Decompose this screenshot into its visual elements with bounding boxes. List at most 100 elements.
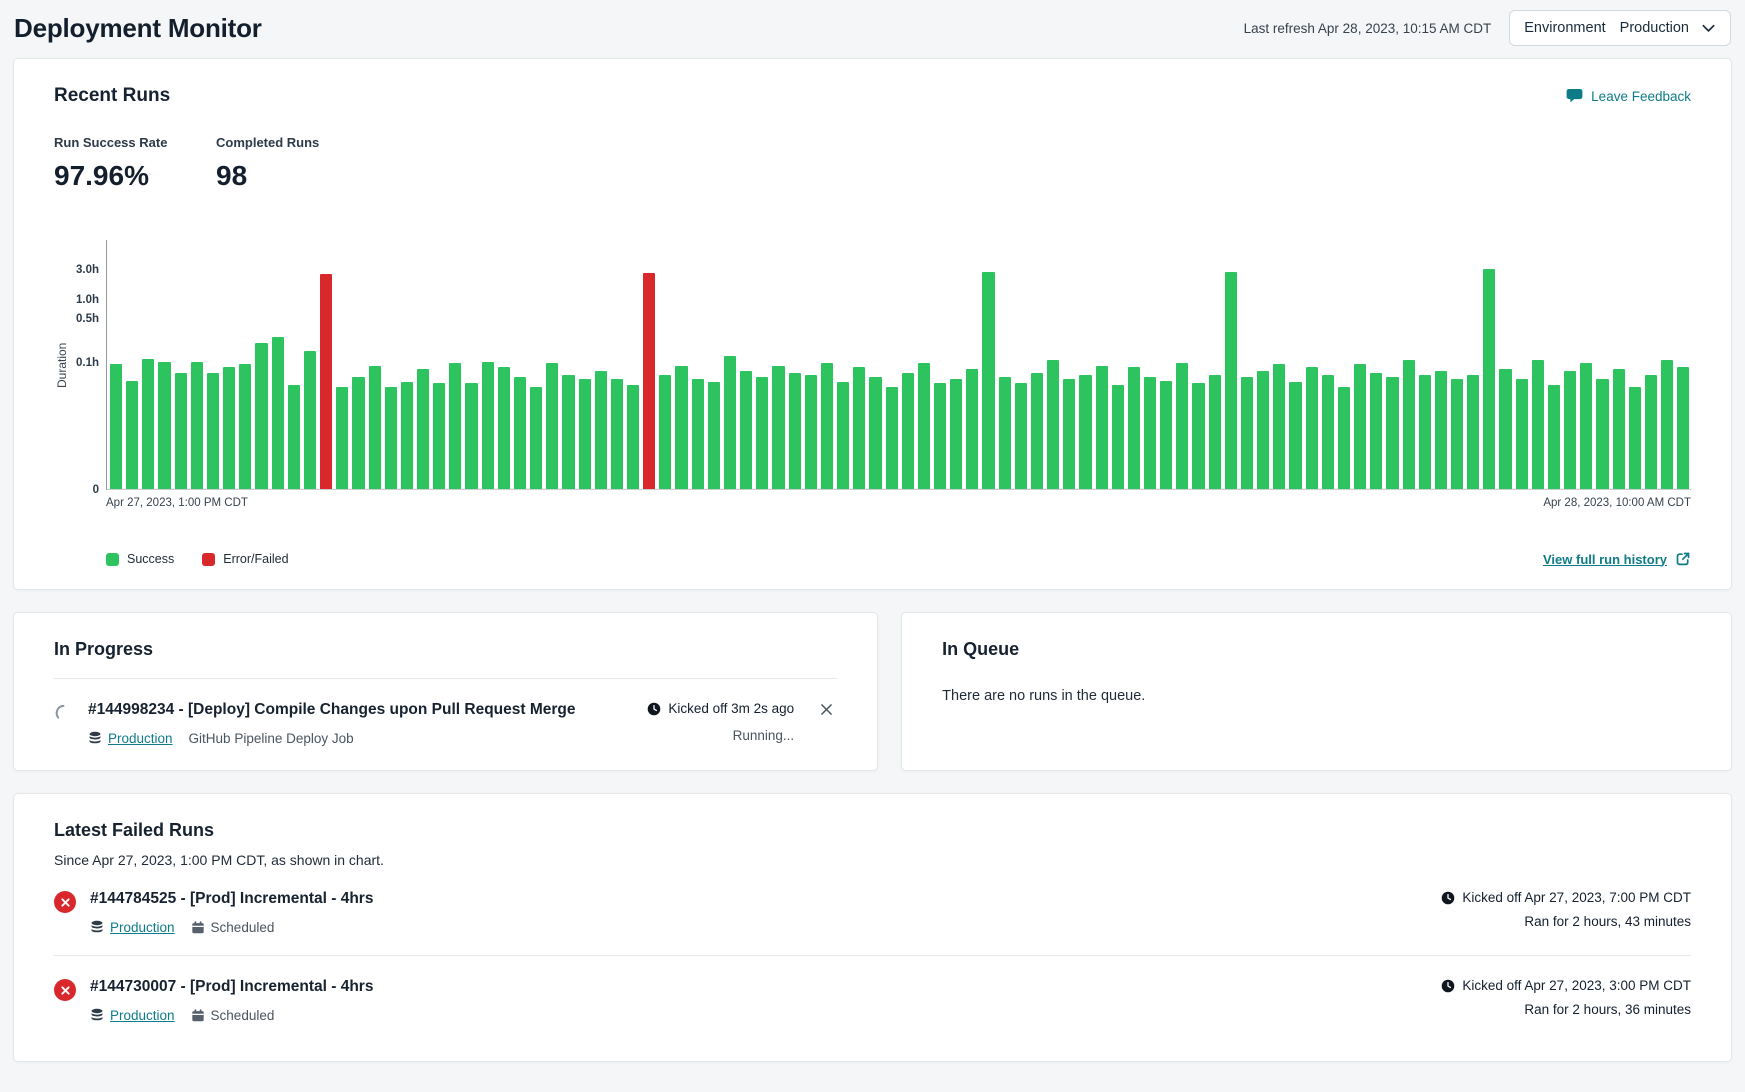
chart-bar-success[interactable] [1677, 367, 1689, 490]
chart-bar-success[interactable] [288, 385, 300, 490]
chart-bar-success[interactable] [110, 364, 122, 490]
chart-bar-success[interactable] [1257, 371, 1269, 490]
chart-bar-success[interactable] [1419, 375, 1431, 490]
chart-bar-success[interactable] [1403, 360, 1415, 490]
chart-bar-success[interactable] [1079, 375, 1091, 490]
chart-bar-success[interactable] [611, 379, 623, 490]
environment-link[interactable]: Production [90, 920, 175, 935]
chart-bar-success[interactable] [999, 377, 1011, 490]
chart-bar-success[interactable] [595, 371, 607, 490]
chart-bar-success[interactable] [385, 387, 397, 490]
chart-bar-success[interactable] [449, 363, 461, 490]
chart-bar-success[interactable] [756, 377, 768, 490]
chart-bar-success[interactable] [1031, 373, 1043, 490]
chart-bar-success[interactable] [433, 383, 445, 490]
chart-bar-success[interactable] [417, 369, 429, 490]
cancel-run-button[interactable] [816, 699, 837, 720]
chart-bar-success[interactable] [837, 382, 849, 490]
chart-bar-success[interactable] [1176, 363, 1188, 490]
chart-bar-success[interactable] [724, 356, 736, 490]
chart-bar-success[interactable] [692, 379, 704, 490]
chart-bar-success[interactable] [1128, 367, 1140, 490]
chart-bar-success[interactable] [401, 382, 413, 490]
chart-bar-success[interactable] [142, 359, 154, 490]
chart-bar-success[interactable] [1629, 387, 1641, 490]
chart-bar-success[interactable] [1370, 373, 1382, 490]
chart-bar-success[interactable] [352, 377, 364, 490]
chart-bar-success[interactable] [191, 362, 203, 490]
chart-bar-success[interactable] [1451, 379, 1463, 490]
chart-bar-success[interactable] [239, 364, 251, 490]
chart-bar-success[interactable] [1096, 366, 1108, 490]
chart-bar-success[interactable] [918, 363, 930, 490]
chart-bar-success[interactable] [1338, 387, 1350, 490]
chart-bar-success[interactable] [158, 362, 170, 490]
chart-bar-success[interactable] [659, 375, 671, 490]
chart-bar-success[interactable] [1499, 369, 1511, 490]
chart-bar-success[interactable] [223, 367, 235, 490]
chart-bar-success[interactable] [498, 367, 510, 490]
view-full-run-history-link[interactable]: View full run history [1543, 551, 1691, 567]
environment-link[interactable]: Production [88, 731, 173, 746]
chart-bar-success[interactable] [175, 373, 187, 490]
chart-bar-success[interactable] [772, 366, 784, 490]
chart-bar-success[interactable] [1596, 379, 1608, 490]
chart-bar-success[interactable] [740, 371, 752, 490]
chart-bar-success[interactable] [1047, 360, 1059, 490]
chart-bar-success[interactable] [579, 379, 591, 490]
chart-bar-success[interactable] [1241, 377, 1253, 490]
chart-bar-success[interactable] [126, 381, 138, 490]
chart-bar-success[interactable] [1580, 363, 1592, 490]
chart-bar-success[interactable] [1063, 379, 1075, 490]
chart-bar-success[interactable] [272, 337, 284, 490]
chart-bar-success[interactable] [1548, 385, 1560, 490]
chart-bar-success[interactable] [530, 387, 542, 490]
chart-bar-success[interactable] [902, 373, 914, 490]
chart-bar-success[interactable] [805, 375, 817, 490]
chart-bar-failed[interactable] [643, 273, 655, 490]
environment-dropdown[interactable]: Environment Production [1509, 10, 1731, 46]
chart-bar-success[interactable] [1516, 379, 1528, 490]
chart-bar-success[interactable] [336, 387, 348, 490]
chart-bar-success[interactable] [853, 367, 865, 490]
chart-bar-success[interactable] [982, 272, 994, 490]
chart-bar-success[interactable] [465, 383, 477, 490]
chart-bar-success[interactable] [1564, 371, 1576, 490]
chart-bar-success[interactable] [869, 377, 881, 490]
chart-bar-success[interactable] [627, 385, 639, 490]
chart-bar-success[interactable] [1435, 371, 1447, 490]
chart-bar-success[interactable] [1661, 360, 1673, 490]
chart-bar-success[interactable] [1144, 377, 1156, 490]
chart-bar-success[interactable] [1160, 381, 1172, 490]
chart-bar-success[interactable] [789, 373, 801, 490]
chart-bar-success[interactable] [950, 379, 962, 490]
chart-bar-success[interactable] [1613, 369, 1625, 490]
chart-bar-success[interactable] [1322, 375, 1334, 490]
chart-bar-success[interactable] [546, 363, 558, 490]
chart-bar-success[interactable] [562, 375, 574, 490]
chart-bar-success[interactable] [1273, 364, 1285, 490]
chart-bar-success[interactable] [1483, 269, 1495, 490]
leave-feedback-link[interactable]: Leave Feedback [1566, 88, 1691, 104]
chart-bar-success[interactable] [675, 366, 687, 490]
chart-bar-success[interactable] [1192, 383, 1204, 490]
chart-bar-success[interactable] [1289, 382, 1301, 490]
chart-bar-success[interactable] [482, 362, 494, 490]
chart-bar-success[interactable] [1645, 375, 1657, 490]
chart-bar-success[interactable] [1225, 272, 1237, 490]
chart-bar-success[interactable] [1386, 377, 1398, 490]
chart-bar-success[interactable] [1209, 375, 1221, 490]
chart-bar-success[interactable] [1015, 383, 1027, 490]
chart-bar-success[interactable] [514, 377, 526, 490]
chart-bar-success[interactable] [1532, 360, 1544, 490]
chart-bar-success[interactable] [1112, 385, 1124, 490]
chart-bar-success[interactable] [255, 343, 267, 490]
chart-bar-success[interactable] [1306, 367, 1318, 490]
chart-bar-success[interactable] [207, 373, 219, 490]
chart-bar-success[interactable] [821, 363, 833, 490]
chart-bar-success[interactable] [708, 382, 720, 490]
chart-bar-failed[interactable] [320, 274, 332, 490]
chart-bar-success[interactable] [886, 387, 898, 490]
chart-bar-success[interactable] [1354, 364, 1366, 490]
chart-bar-success[interactable] [304, 351, 316, 490]
